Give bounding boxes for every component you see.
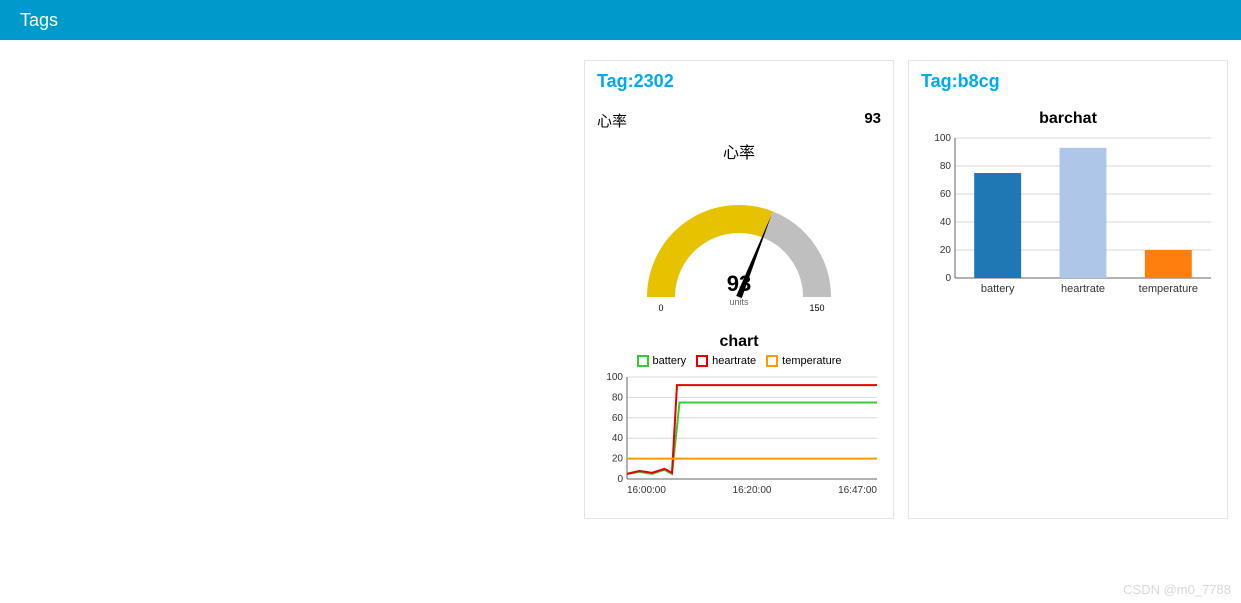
content-area: Tag:2302 心率 93 心率 93units0150 chart batt… (0, 40, 1241, 529)
svg-text:80: 80 (940, 161, 952, 172)
svg-text:battery: battery (981, 283, 1015, 295)
gauge: 心率 93units 0 150 (597, 139, 881, 319)
gauge-title: 心率 (597, 139, 881, 163)
gauge-svg: 93units 0 150 (629, 169, 849, 319)
legend-swatch (637, 355, 649, 367)
panel-title: Tag:b8cg (921, 71, 1215, 92)
svg-text:temperature: temperature (1139, 283, 1198, 295)
svg-text:40: 40 (612, 433, 624, 444)
legend-label: heartrate (712, 355, 756, 367)
left-spacer (10, 60, 570, 519)
legend-swatch (766, 355, 778, 367)
legend-swatch (696, 355, 708, 367)
svg-text:60: 60 (612, 413, 624, 424)
legend-item: temperature (766, 355, 841, 367)
svg-text:16:47:00: 16:47:00 (838, 485, 877, 496)
legend-item: heartrate (696, 355, 756, 367)
svg-text:40: 40 (940, 217, 952, 228)
panel-tag-b8cg: Tag:b8cg barchat 0 20 40 60 80 100 battery hear… (908, 60, 1228, 519)
panel-title: Tag:2302 (597, 71, 881, 92)
svg-text:150: 150 (809, 303, 824, 313)
bar-chart: barchat 0 20 40 60 80 100 battery heartrate temp… (921, 110, 1215, 307)
svg-text:0: 0 (658, 303, 663, 313)
svg-text:units: units (729, 297, 749, 307)
svg-text:heartrate: heartrate (1061, 283, 1105, 295)
legend-item: battery (637, 355, 687, 367)
header-title: Tags (20, 10, 58, 31)
panel-tag-2302: Tag:2302 心率 93 心率 93units0150 chart batt… (584, 60, 894, 519)
bar-chart-svg: 0 20 40 60 80 100 battery heartrate temperature (921, 132, 1217, 302)
line-chart-svg: 0 20 40 60 80 100 16:00:00 16:20:00 16:47:00 (597, 371, 883, 501)
svg-text:20: 20 (612, 454, 624, 465)
bar-chart-title: barchat (921, 110, 1215, 128)
svg-text:80: 80 (612, 392, 624, 403)
stat-label: 心率 (597, 110, 627, 131)
svg-text:100: 100 (606, 372, 623, 383)
header-bar: Tags (0, 0, 1241, 40)
svg-text:93: 93 (727, 271, 751, 296)
svg-text:100: 100 (934, 133, 951, 144)
legend-label: battery (653, 355, 687, 367)
svg-text:16:00:00: 16:00:00 (627, 485, 666, 496)
svg-text:16:20:00: 16:20:00 (733, 485, 772, 496)
stat-row: 心率 93 (597, 110, 881, 131)
watermark: CSDN @m0_7788 (1123, 582, 1231, 597)
svg-text:0: 0 (617, 474, 623, 485)
svg-text:0: 0 (945, 273, 951, 284)
line-chart-legend: battery heartrate temperature (597, 355, 881, 367)
stat-value: 93 (864, 110, 881, 131)
line-chart-title: chart (597, 333, 881, 351)
svg-text:60: 60 (940, 189, 952, 200)
line-chart: chart battery heartrate temperature 0 20 40 6… (597, 333, 881, 506)
svg-text:20: 20 (940, 245, 952, 256)
legend-label: temperature (782, 355, 841, 367)
